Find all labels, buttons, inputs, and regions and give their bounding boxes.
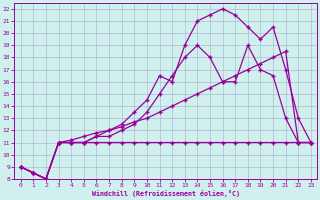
X-axis label: Windchill (Refroidissement éolien,°C): Windchill (Refroidissement éolien,°C)	[92, 190, 240, 197]
